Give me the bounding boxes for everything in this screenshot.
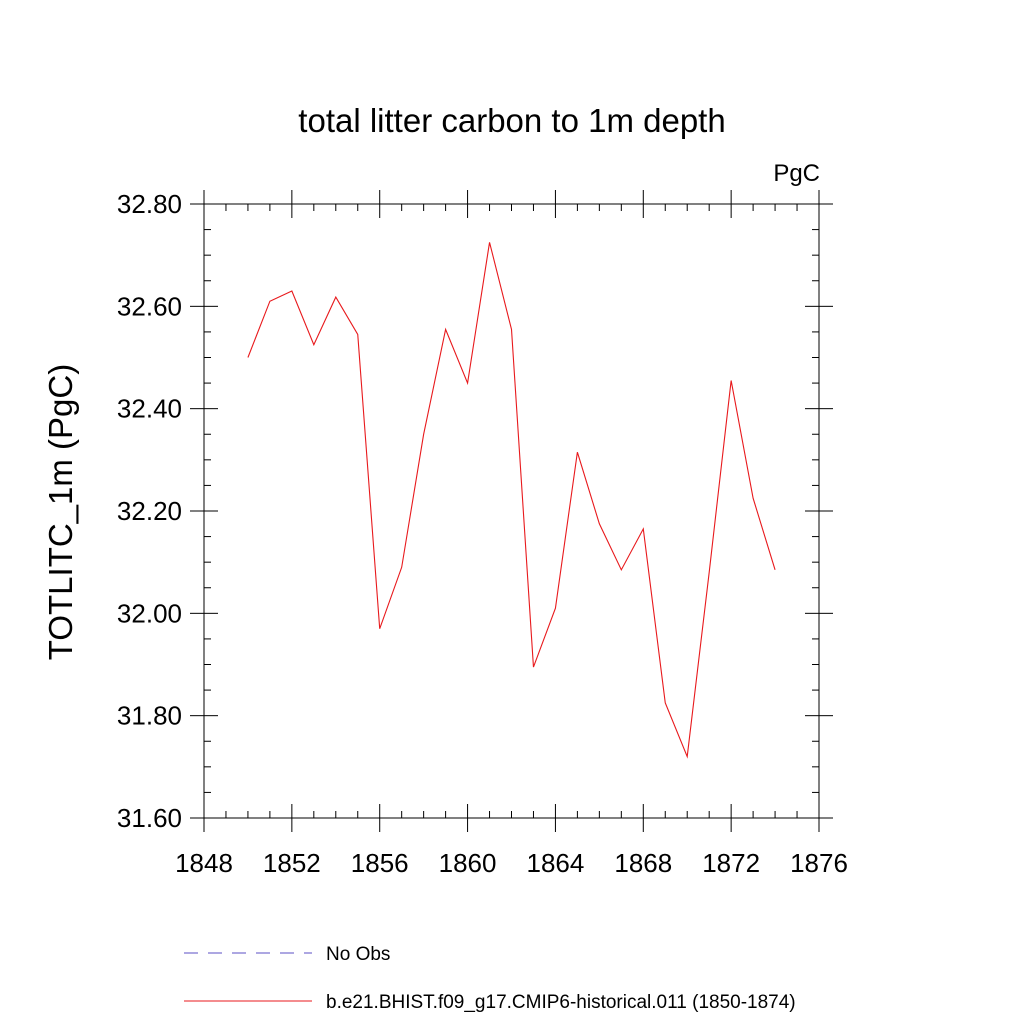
y-tick-label: 32.80 xyxy=(117,189,182,219)
plot-frame xyxy=(203,203,820,819)
x-tick-label: 1848 xyxy=(175,848,233,878)
legend-no-obs-label: No Obs xyxy=(326,944,390,965)
plot-area: 1848 1852 1856 1860 1864 1868 1872 1876 31.60 31.… xyxy=(117,189,848,878)
y-tick-label: 32.40 xyxy=(117,394,182,424)
y-tick-label: 32.00 xyxy=(117,598,182,628)
x-tick-label: 1856 xyxy=(351,848,409,878)
x-tick-label: 1864 xyxy=(527,848,585,878)
x-tick-label: 1852 xyxy=(263,848,321,878)
y-axis-label: TOTLITC_1m (PgC) xyxy=(42,364,79,660)
y-tick-label: 32.20 xyxy=(117,496,182,526)
units-label: PgC xyxy=(773,160,820,187)
chart-title: total litter carbon to 1m depth xyxy=(298,102,725,139)
legend-model-label: b.e21.BHIST.f09_g17.CMIP6-historical.011… xyxy=(326,992,796,1013)
x-tick-label: 1872 xyxy=(702,848,760,878)
x-tick-label: 1868 xyxy=(614,848,672,878)
y-tick-label: 32.60 xyxy=(117,291,182,321)
series-line-0 xyxy=(247,242,776,759)
y-tick-label: 31.80 xyxy=(117,701,182,731)
y-tick-label: 31.60 xyxy=(117,803,182,833)
x-tick-label: 1876 xyxy=(790,848,848,878)
x-tick-label: 1860 xyxy=(439,848,497,878)
legend: No Obs b.e21.BHIST.f09_g17.CMIP6-histori… xyxy=(184,944,796,1013)
